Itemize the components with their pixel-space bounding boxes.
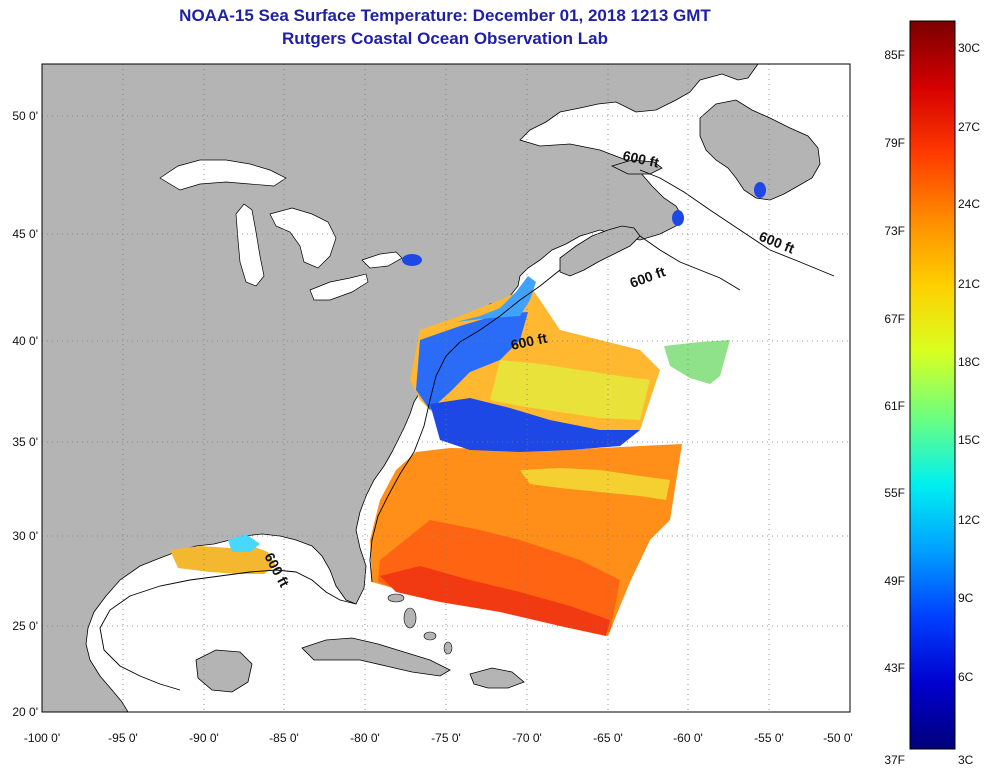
land-cuba — [301, 637, 451, 677]
lat-tick-label: 20 0' — [12, 705, 38, 719]
colorbar-celsius-labels: 30C 27C 24C 21C 18C 15C 12C 9C 6C 3C — [958, 41, 980, 767]
depth-contour-600ft — [99, 169, 835, 691]
lon-axis: -100 0' -95 0' -90 0' -85 0' -80 0' -75 … — [24, 731, 853, 745]
colorbar-f-label: 79F — [884, 136, 905, 150]
contour-label: 600 ft — [621, 147, 660, 170]
lon-tick-label: -70 0' — [512, 731, 542, 745]
lon-tick-label: -65 0' — [593, 731, 623, 745]
map-gridlines — [42, 64, 850, 712]
colorbar-c-label: 12C — [958, 513, 980, 527]
chart-subtitle: Rutgers Coastal Ocean Observation Lab — [282, 29, 608, 48]
colorbar-c-label: 18C — [958, 355, 980, 369]
colorbar-f-label: 55F — [884, 486, 905, 500]
colorbar-c-label: 24C — [958, 197, 980, 211]
colorbar-f-label: 73F — [884, 224, 905, 238]
lon-tick-label: -60 0' — [673, 731, 703, 745]
land-yucatan — [195, 649, 253, 693]
colorbar-c-label: 30C — [958, 41, 980, 55]
colorbar-f-label: 37F — [884, 753, 905, 767]
colorbar-f-label: 43F — [884, 661, 905, 675]
colorbar-c-label: 27C — [958, 120, 980, 134]
land-bahamas — [387, 593, 453, 655]
lon-tick-label: -75 0' — [431, 731, 461, 745]
lon-tick-label: -85 0' — [269, 731, 299, 745]
colorbar-fahrenheit-labels: 85F 79F 73F 67F 61F 55F 49F 43F 37F — [884, 48, 905, 767]
great-lakes — [159, 159, 403, 301]
land-nova-scotia — [559, 225, 641, 277]
colorbar-c-label: 21C — [958, 277, 980, 291]
lat-tick-label: 25 0' — [12, 619, 38, 633]
chart-title: NOAA-15 Sea Surface Temperature: Decembe… — [179, 6, 711, 25]
lat-tick-label: 45 0' — [12, 227, 38, 241]
lat-tick-label: 50 0' — [12, 109, 38, 123]
lon-tick-label: -55 0' — [754, 731, 784, 745]
lon-tick-label: -80 0' — [350, 731, 380, 745]
land-anticosti — [610, 159, 663, 175]
lat-tick-label: 35 0' — [12, 435, 38, 449]
lat-tick-label: 40 0' — [12, 334, 38, 348]
colorbar-f-label: 49F — [884, 574, 905, 588]
lon-tick-label: -95 0' — [108, 731, 138, 745]
contour-label: 600 ft — [509, 330, 548, 353]
colorbar-f-label: 67F — [884, 312, 905, 326]
colorbar-c-label: 6C — [958, 670, 974, 684]
colorbar — [909, 20, 956, 750]
land-newfoundland — [699, 99, 821, 201]
sst-data-swath — [170, 182, 766, 636]
lon-tick-label: -90 0' — [189, 731, 219, 745]
colorbar-c-label: 9C — [958, 591, 974, 605]
colorbar-c-label: 3C — [958, 753, 974, 767]
lat-tick-label: 30 0' — [12, 529, 38, 543]
colorbar-f-label: 61F — [884, 399, 905, 413]
colorbar-c-label: 15C — [958, 433, 980, 447]
lon-tick-label: -50 0' — [823, 731, 853, 745]
colorbar-f-label: 85F — [884, 48, 905, 62]
map-frame — [41, 63, 851, 713]
lon-tick-label: -100 0' — [24, 731, 60, 745]
land-hispaniola — [469, 667, 525, 689]
lat-axis: 50 0' 45 0' 40 0' 35 0' 30 0' 25 0' 20 0… — [12, 109, 38, 719]
